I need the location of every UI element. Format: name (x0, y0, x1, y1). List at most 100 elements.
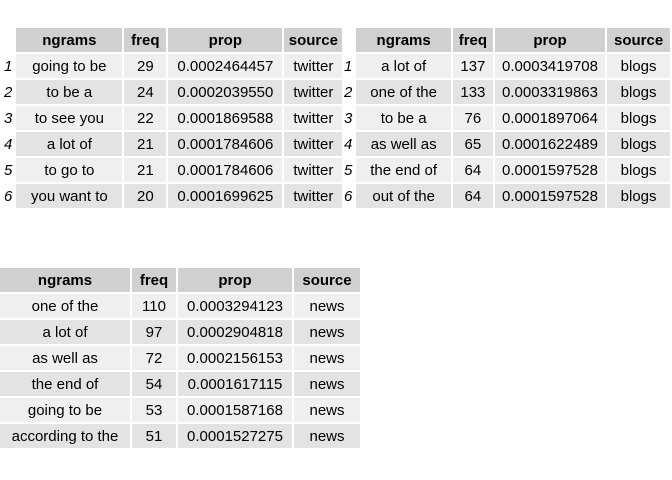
row-number: 6 (344, 187, 353, 205)
source-cell: twitter (284, 54, 343, 78)
row-number-header (342, 28, 354, 52)
prop-cell: 0.0001699625 (168, 184, 283, 208)
ngram-cell: going to be (0, 398, 130, 422)
row-number: 4 (344, 135, 353, 153)
ngram-cell: according to the (0, 424, 130, 448)
source-cell: twitter (284, 184, 343, 208)
row-number: 5 (344, 161, 353, 179)
freq-cell: 76 (452, 106, 493, 130)
prop-cell: 0.0003419708 (494, 54, 606, 78)
source-cell: blogs (607, 106, 670, 130)
prop-cell: 0.0001784606 (168, 158, 283, 182)
twitter-ngram-table: ngrams freq prop source 1 going to be 29 0.… (0, 26, 344, 210)
prop-cell: 0.0001897064 (494, 106, 606, 130)
ngrams-header: ngrams (0, 268, 130, 292)
freq-cell: 97 (132, 320, 176, 344)
prop-cell: 0.0001527275 (178, 424, 292, 448)
source-header: source (294, 268, 360, 292)
row-number: 5 (4, 161, 13, 179)
source-cell: blogs (607, 80, 670, 104)
prop-cell: 0.0001617115 (178, 372, 292, 396)
row-number: 3 (4, 109, 13, 127)
ngram-cell: a lot of (0, 320, 130, 344)
ngram-cell: the end of (0, 372, 130, 396)
ngram-cell: as well as (0, 346, 130, 370)
prop-cell: 0.0002156153 (178, 346, 292, 370)
source-cell: blogs (607, 54, 670, 78)
table-row: 5 the end of 64 0.0001597528 blogs (342, 158, 670, 182)
source-header: source (607, 28, 670, 52)
prop-header: prop (178, 268, 292, 292)
row-number-header (2, 28, 14, 52)
ngram-cell: a lot of (16, 132, 123, 156)
prop-cell: 0.0001622489 (494, 132, 606, 156)
table-row: as well as 72 0.0002156153 news (0, 346, 360, 370)
prop-header: prop (494, 28, 606, 52)
ngram-cell: the end of (356, 158, 451, 182)
table-row: 6 out of the 64 0.0001597528 blogs (342, 184, 670, 208)
prop-cell: 0.0002464457 (168, 54, 283, 78)
freq-cell: 137 (452, 54, 493, 78)
table-row: the end of 54 0.0001617115 news (0, 372, 360, 396)
source-cell: twitter (284, 132, 343, 156)
row-number: 2 (344, 83, 353, 101)
ngram-cell: out of the (356, 184, 451, 208)
freq-header: freq (124, 28, 167, 52)
freq-header: freq (132, 268, 176, 292)
freq-cell: 110 (132, 294, 176, 318)
ngram-cell: a lot of (356, 54, 451, 78)
freq-header: freq (452, 28, 493, 52)
freq-cell: 133 (452, 80, 493, 104)
table-row: 3 to be a 76 0.0001897064 blogs (342, 106, 670, 130)
source-cell: blogs (607, 184, 670, 208)
freq-cell: 20 (124, 184, 167, 208)
source-cell: blogs (607, 158, 670, 182)
source-cell: twitter (284, 158, 343, 182)
row-number: 2 (4, 83, 13, 101)
prop-cell: 0.0001597528 (494, 158, 606, 182)
header-row: ngrams freq prop source (0, 268, 360, 292)
source-cell: news (294, 424, 360, 448)
table-row: 6 you want to 20 0.0001699625 twitter (2, 184, 343, 208)
ngram-cell: to go to (16, 158, 123, 182)
ngram-cell: going to be (16, 54, 123, 78)
source-cell: blogs (607, 132, 670, 156)
table-row: 5 to go to 21 0.0001784606 twitter (2, 158, 343, 182)
header-row: ngrams freq prop source (342, 28, 670, 52)
row-number: 3 (344, 109, 353, 127)
table-row: a lot of 97 0.0002904818 news (0, 320, 360, 344)
ngram-cell: you want to (16, 184, 123, 208)
freq-cell: 72 (132, 346, 176, 370)
ngrams-header: ngrams (16, 28, 123, 52)
row-number: 6 (4, 187, 13, 205)
freq-cell: 64 (452, 184, 493, 208)
ngram-cell: to be a (16, 80, 123, 104)
freq-cell: 21 (124, 158, 167, 182)
source-cell: news (294, 346, 360, 370)
prop-cell: 0.0002039550 (168, 80, 283, 104)
ngram-cell: to see you (16, 106, 123, 130)
table-row: 3 to see you 22 0.0001869588 twitter (2, 106, 343, 130)
source-cell: twitter (284, 80, 343, 104)
prop-cell: 0.0001587168 (178, 398, 292, 422)
table-row: 1 going to be 29 0.0002464457 twitter (2, 54, 343, 78)
prop-cell: 0.0001784606 (168, 132, 283, 156)
freq-cell: 54 (132, 372, 176, 396)
prop-cell: 0.0001869588 (168, 106, 283, 130)
table-row: one of the 110 0.0003294123 news (0, 294, 360, 318)
freq-cell: 24 (124, 80, 167, 104)
table-row: going to be 53 0.0001587168 news (0, 398, 360, 422)
source-header: source (284, 28, 343, 52)
source-cell: news (294, 320, 360, 344)
ngram-cell: one of the (0, 294, 130, 318)
ngram-cell: one of the (356, 80, 451, 104)
prop-cell: 0.0002904818 (178, 320, 292, 344)
ngram-cell: as well as (356, 132, 451, 156)
table-row: 2 one of the 133 0.0003319863 blogs (342, 80, 670, 104)
table-row: 2 to be a 24 0.0002039550 twitter (2, 80, 343, 104)
freq-cell: 65 (452, 132, 493, 156)
freq-cell: 22 (124, 106, 167, 130)
freq-cell: 51 (132, 424, 176, 448)
